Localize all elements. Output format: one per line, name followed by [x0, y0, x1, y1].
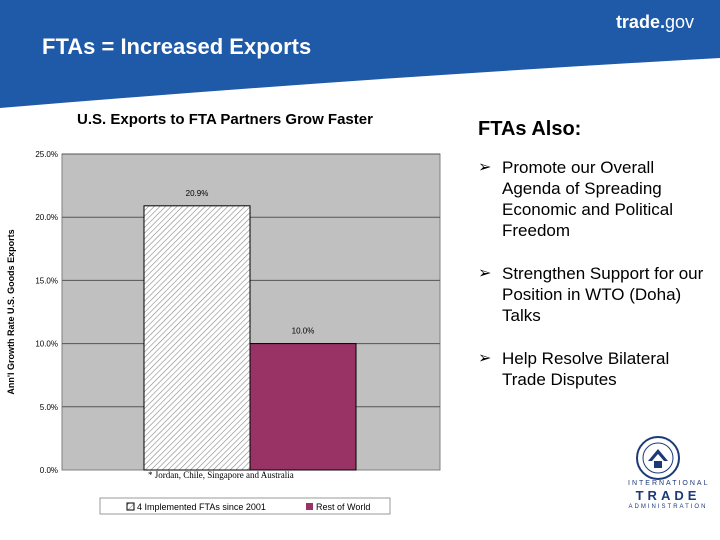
brand-bold: trade.: [615, 12, 665, 32]
y-tick-label: 25.0%: [35, 150, 58, 159]
slide-title: FTAs = Increased Exports: [42, 34, 312, 59]
legend-label-row: Rest of World: [316, 502, 370, 512]
y-tick-label: 15.0%: [35, 276, 58, 285]
legend: 4 Implemented FTAs since 2001 Rest of Wo…: [99, 497, 391, 515]
header-banner: [0, 0, 720, 108]
sidebar-heading: FTAs Also:: [478, 118, 582, 140]
ftas-also-panel: FTAs Also: ➢ Promote our Overall Agenda o…: [478, 118, 708, 412]
bar-0: [143, 205, 251, 471]
bar-chart: U.S. Exports to FTA Partners Grow Faster…: [6, 111, 441, 515]
y-tick-label: 0.0%: [40, 466, 58, 475]
y-tick-label: 5.0%: [40, 403, 58, 412]
arrow-bullet-icon: ➢: [478, 350, 492, 367]
chart-footnote: * Jordan, Chile, Singapore and Australia: [148, 470, 294, 480]
bullet-item: ➢ Promote our Overall Agenda of Spreading…: [478, 157, 708, 241]
legend-label-fta: 4 Implemented FTAs since 2001: [137, 502, 266, 512]
ita-line-1: INTERNATIONAL: [628, 480, 710, 487]
bar-1: [249, 343, 357, 471]
arrow-bullet-icon: ➢: [478, 265, 492, 282]
ita-line-3: ADMINISTRATION: [628, 504, 708, 510]
bullet-item: ➢ Strengthen Support for our Position in …: [478, 263, 708, 326]
bars: 20.9% 10.0%: [143, 189, 357, 471]
bar-value-label: 20.9%: [186, 189, 209, 198]
bullet-text: Promote our Overall Agenda of Spreading …: [502, 158, 674, 240]
legend-swatch-fta: [126, 502, 135, 511]
bullet-list: ➢ Promote our Overall Agenda of Spreading…: [478, 157, 708, 390]
legend-swatch-row: [306, 503, 313, 510]
bullet-item: ➢ Help Resolve Bilateral Trade Disputes: [478, 348, 708, 390]
ita-line-2: TRADE: [635, 488, 701, 503]
brand-light: gov: [664, 12, 694, 32]
y-tick-label: 20.0%: [35, 213, 58, 222]
y-axis-label: Ann'l Growth Rate U.S. Goods Exports: [6, 229, 16, 394]
department-of-commerce-seal-icon: [636, 436, 680, 480]
bullet-text: Help Resolve Bilateral Trade Disputes: [502, 349, 670, 389]
ita-logo: INTERNATIONAL TRADE ADMINISTRATION: [628, 480, 708, 510]
arrow-bullet-icon: ➢: [478, 159, 492, 176]
bullet-text: Strengthen Support for our Position in W…: [502, 264, 704, 325]
y-axis-ticks: 0.0% 5.0% 10.0% 15.0% 20.0% 25.0%: [35, 150, 58, 475]
bar-value-label: 10.0%: [292, 327, 315, 336]
brand-logo: trade.gov: [616, 12, 694, 33]
chart-title: U.S. Exports to FTA Partners Grow Faster: [77, 111, 373, 128]
y-tick-label: 10.0%: [35, 340, 58, 349]
